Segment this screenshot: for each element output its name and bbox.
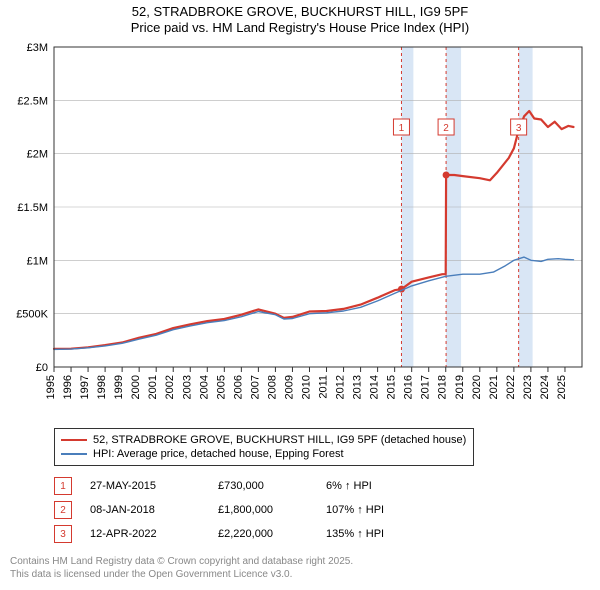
- svg-text:2018: 2018: [437, 375, 449, 399]
- svg-text:2013: 2013: [352, 375, 364, 399]
- sale-price: £730,000: [218, 480, 308, 492]
- legend-row-price: 52, STRADBROKE GROVE, BUCKHURST HILL, IG…: [61, 433, 467, 447]
- svg-text:2011: 2011: [318, 375, 330, 399]
- svg-text:2019: 2019: [454, 375, 466, 399]
- svg-text:2001: 2001: [147, 375, 159, 399]
- svg-text:1999: 1999: [113, 375, 125, 399]
- svg-text:2010: 2010: [300, 375, 312, 399]
- sale-date: 12-APR-2022: [90, 528, 200, 540]
- svg-text:£0: £0: [36, 362, 48, 374]
- legend: 52, STRADBROKE GROVE, BUCKHURST HILL, IG…: [54, 428, 474, 467]
- svg-text:2017: 2017: [420, 375, 432, 399]
- svg-text:2008: 2008: [266, 375, 278, 399]
- sale-pct: 6% ↑ HPI: [326, 480, 446, 492]
- sale-date: 27-MAY-2015: [90, 480, 200, 492]
- svg-text:1997: 1997: [79, 375, 91, 399]
- footnote: Contains HM Land Registry data © Crown c…: [10, 556, 600, 581]
- svg-text:£2M: £2M: [27, 148, 48, 160]
- chart-svg: £0 £500K £1M £1.5M £2M £2.5M £3M 1995 1996 1997 19…: [0, 37, 600, 422]
- sales-table: 1 27-MAY-2015 £730,000 6% ↑ HPI 2 08-JAN…: [54, 474, 600, 546]
- svg-text:2014: 2014: [369, 375, 381, 399]
- svg-text:2015: 2015: [386, 375, 398, 399]
- legend-row-hpi: HPI: Average price, detached house, Eppi…: [61, 447, 467, 461]
- sale-marker-2: 2: [54, 501, 72, 519]
- svg-text:2021: 2021: [488, 375, 500, 399]
- sales-row: 1 27-MAY-2015 £730,000 6% ↑ HPI: [54, 474, 600, 498]
- price-chart: £0 £500K £1M £1.5M £2M £2.5M £3M 1995 1996 1997 19…: [0, 37, 600, 422]
- sale-price: £2,220,000: [218, 528, 308, 540]
- svg-text:2007: 2007: [249, 375, 261, 399]
- svg-text:2024: 2024: [539, 375, 551, 399]
- svg-text:2: 2: [443, 123, 449, 134]
- svg-text:2022: 2022: [505, 375, 517, 399]
- svg-text:£1.5M: £1.5M: [17, 202, 48, 214]
- svg-text:2000: 2000: [130, 375, 142, 399]
- title-line2: Price paid vs. HM Land Registry's House …: [0, 20, 600, 36]
- svg-text:1998: 1998: [96, 375, 108, 399]
- sale-marker-3: 3: [54, 525, 72, 543]
- svg-text:1: 1: [399, 123, 405, 134]
- svg-text:£2.5M: £2.5M: [17, 95, 48, 107]
- svg-text:1995: 1995: [45, 375, 57, 399]
- sale-price: £1,800,000: [218, 504, 308, 516]
- svg-text:2012: 2012: [335, 375, 347, 399]
- footnote-line2: This data is licensed under the Open Gov…: [10, 569, 600, 582]
- legend-swatch-price: [61, 439, 87, 441]
- svg-text:2025: 2025: [556, 375, 568, 399]
- svg-text:£1M: £1M: [27, 255, 48, 267]
- chart-title: 52, STRADBROKE GROVE, BUCKHURST HILL, IG…: [0, 0, 600, 37]
- sales-row: 2 08-JAN-2018 £1,800,000 107% ↑ HPI: [54, 498, 600, 522]
- footnote-line1: Contains HM Land Registry data © Crown c…: [10, 556, 600, 569]
- svg-text:2009: 2009: [283, 375, 295, 399]
- svg-text:2004: 2004: [198, 375, 210, 399]
- title-line1: 52, STRADBROKE GROVE, BUCKHURST HILL, IG…: [0, 4, 600, 20]
- legend-label-price: 52, STRADBROKE GROVE, BUCKHURST HILL, IG…: [93, 433, 466, 447]
- svg-text:2005: 2005: [215, 375, 227, 399]
- svg-text:2023: 2023: [522, 375, 534, 399]
- sales-row: 3 12-APR-2022 £2,220,000 135% ↑ HPI: [54, 522, 600, 546]
- svg-text:£500K: £500K: [16, 308, 48, 320]
- legend-label-hpi: HPI: Average price, detached house, Eppi…: [93, 447, 344, 461]
- svg-text:3: 3: [516, 123, 522, 134]
- svg-text:2020: 2020: [471, 375, 483, 399]
- svg-text:2006: 2006: [232, 375, 244, 399]
- svg-text:2016: 2016: [403, 375, 415, 399]
- sale-date: 08-JAN-2018: [90, 504, 200, 516]
- sale-marker-1: 1: [54, 477, 72, 495]
- sale-pct: 107% ↑ HPI: [326, 504, 446, 516]
- svg-text:2002: 2002: [164, 375, 176, 399]
- sale-pct: 135% ↑ HPI: [326, 528, 446, 540]
- svg-text:2003: 2003: [181, 375, 193, 399]
- svg-text:1996: 1996: [62, 375, 74, 399]
- svg-text:£3M: £3M: [27, 42, 48, 54]
- legend-swatch-hpi: [61, 453, 87, 455]
